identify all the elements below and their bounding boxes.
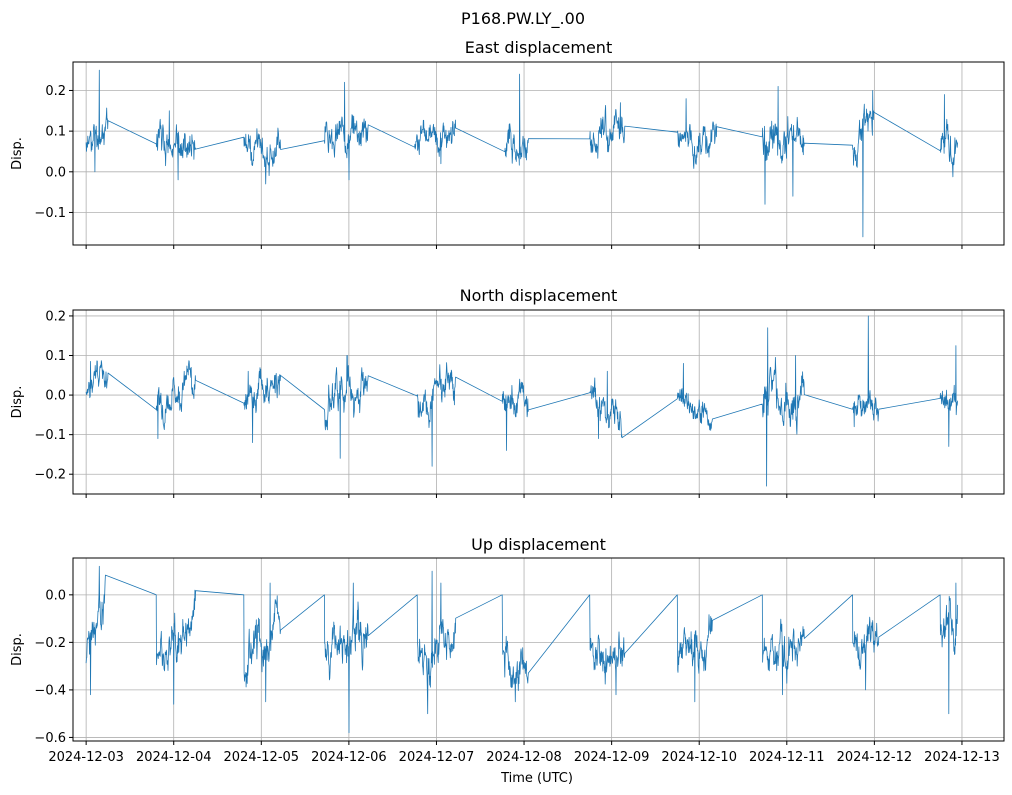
x-tick-label: 2024-12-13 — [924, 750, 1000, 765]
displacement-series-line — [85, 565, 958, 734]
y-tick-label: −0.6 — [34, 731, 66, 746]
y-tick-label: −0.1 — [34, 206, 66, 221]
y-tick-label: −0.4 — [34, 683, 66, 698]
x-tick-label: 2024-12-05 — [224, 750, 300, 765]
y-axis-label: Disp. — [10, 633, 25, 666]
x-tick-label: 2024-12-04 — [136, 750, 212, 765]
displacement-series-line — [85, 315, 958, 487]
panel-title: North displacement — [460, 286, 618, 305]
y-axis-label: Disp. — [10, 137, 25, 170]
y-axis-label: Disp. — [10, 386, 25, 419]
x-tick-label: 2024-12-12 — [837, 750, 913, 765]
x-tick-label: 2024-12-03 — [48, 750, 124, 765]
y-tick-label: 0.2 — [45, 309, 66, 324]
y-tick-label: 0.1 — [45, 125, 66, 140]
panel-3: Up displacement −0.6 −0.4 −0.2 0.0 2024-12-03… — [10, 535, 1005, 765]
displacement-series-line — [85, 69, 958, 238]
panel-2: North displacement −0.2 −0.1 0.0 0.1 0.2 Disp. — [10, 286, 1005, 498]
y-tick-label: 0.1 — [45, 349, 66, 364]
x-tick-label: 2024-12-08 — [486, 750, 562, 765]
figure-suptitle: P168.PW.LY_.00 — [461, 9, 585, 29]
x-axis-label: Time (UTC) — [500, 771, 573, 786]
x-tick-label: 2024-12-06 — [311, 750, 387, 765]
panel-title: Up displacement — [471, 535, 606, 554]
axes-frame — [72, 309, 1005, 495]
y-tick-label: 0.0 — [45, 588, 66, 603]
panels: East displacement−0.10.00.10.2Disp.North… — [10, 38, 1005, 765]
y-tick-label: 0.0 — [45, 165, 66, 180]
x-tick-label: 2024-12-09 — [574, 750, 650, 765]
x-tick-label: 2024-12-11 — [749, 750, 825, 765]
axes-frame — [72, 557, 1005, 742]
axes-frame — [72, 61, 1005, 246]
y-tick-label: −0.2 — [34, 468, 66, 483]
panel-title: East displacement — [465, 38, 612, 57]
y-tick-label: 0.2 — [45, 84, 66, 99]
y-tick-label: 0.0 — [45, 389, 66, 404]
x-tick-label: 2024-12-10 — [661, 750, 737, 765]
y-tick-label: −0.1 — [34, 428, 66, 443]
y-tick-label: −0.2 — [34, 636, 66, 651]
x-tick-label: 2024-12-07 — [399, 750, 475, 765]
panel-1: East displacement −0.1 0.0 0.1 0.2 Disp. — [10, 38, 1005, 249]
